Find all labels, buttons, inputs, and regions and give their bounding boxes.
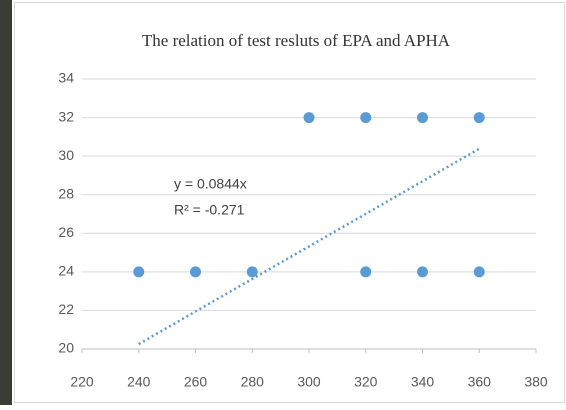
chart-panel <box>14 2 565 403</box>
trendline-label: R² = -0.271 <box>174 202 245 218</box>
x-tick-label: 240 <box>127 374 151 390</box>
x-tick-label: 360 <box>468 374 492 390</box>
y-tick-label: 22 <box>58 301 74 317</box>
point <box>417 112 428 124</box>
point <box>473 266 485 278</box>
point <box>417 266 428 278</box>
x-tick-label: 320 <box>354 374 378 390</box>
y-tick-label: 30 <box>58 147 74 163</box>
x-tick-label: 300 <box>297 374 321 390</box>
x-tick-label: 380 <box>524 374 548 390</box>
point <box>303 112 315 124</box>
x-tick-label: 280 <box>241 374 265 390</box>
point <box>360 266 372 278</box>
point <box>133 266 145 278</box>
trendline <box>138 147 480 346</box>
x-tick-label: 260 <box>184 374 208 390</box>
x-tick-label: 340 <box>411 374 435 390</box>
point <box>360 112 372 124</box>
y-tick-label: 34 <box>58 70 74 86</box>
y-tick-label: 24 <box>58 263 74 279</box>
trendline-label: y = 0.0844x <box>174 176 247 192</box>
point <box>473 112 485 124</box>
y-tick-label: 26 <box>58 224 74 240</box>
y-tick-label: 20 <box>58 340 74 356</box>
point <box>246 266 258 278</box>
y-tick-label: 32 <box>58 108 74 124</box>
point <box>190 266 201 278</box>
chart-title: The relation of test resluts of EPA and … <box>142 31 451 50</box>
background-photo-edge <box>0 0 12 405</box>
y-tick-label: 28 <box>58 185 74 201</box>
x-tick-label: 220 <box>70 374 94 390</box>
